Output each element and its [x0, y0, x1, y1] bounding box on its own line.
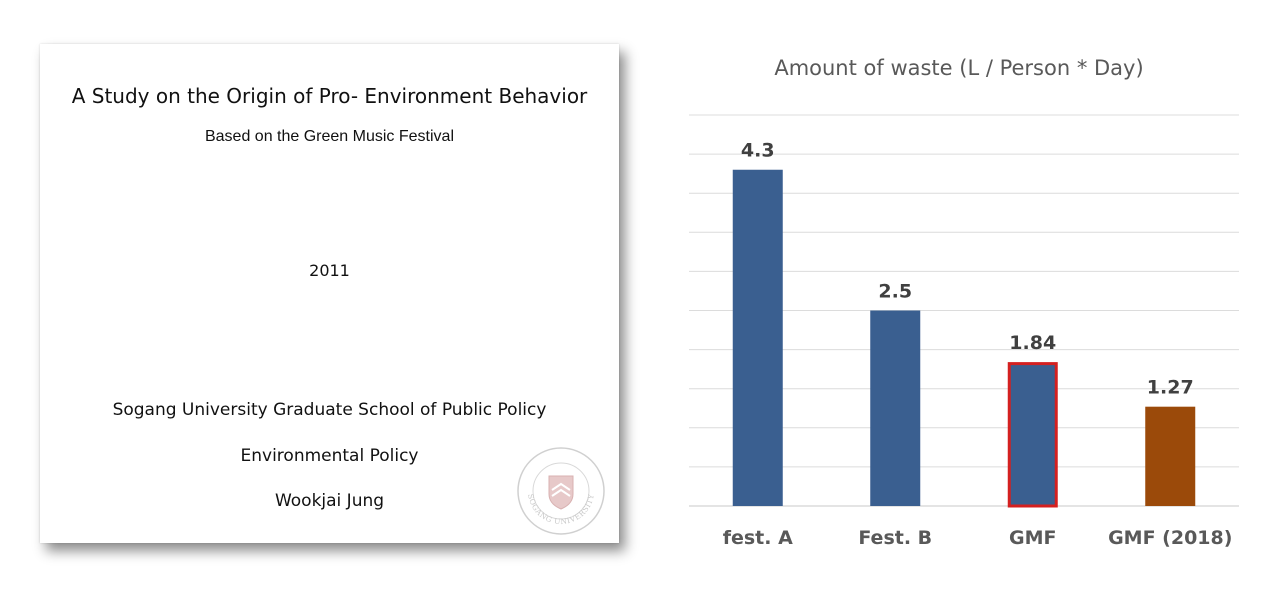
category-label: GMF (2018)	[1108, 527, 1232, 549]
data-label: 1.84	[1009, 332, 1056, 354]
author-name: Wookjai Jung	[274, 491, 385, 511]
chart-category-labels: fest. A Fest. B GMF GMF (2018)	[723, 527, 1233, 549]
university-seal-icon: SOGANG UNIVERSITY	[517, 447, 605, 535]
thesis-subtitle: Based on the Green Music Festival	[204, 128, 454, 145]
category-label: GMF	[1009, 527, 1056, 549]
waste-bar-chart: Amount of waste (L / Person * Day) 4.3 2.…	[689, 56, 1239, 549]
thesis-cover: A Study on the Origin of Pro- Environmen…	[40, 44, 619, 543]
data-label: 2.5	[878, 281, 912, 303]
chart-bars	[732, 169, 1196, 508]
department-name: Environmental Policy	[240, 446, 419, 466]
bar-highlighted	[1007, 362, 1058, 508]
data-label: 1.27	[1147, 377, 1194, 399]
institution-name: Sogang University Graduate School of Pub…	[112, 400, 547, 420]
bar	[1145, 406, 1196, 506]
thesis-title: A Study on the Origin of Pro- Environmen…	[71, 84, 588, 108]
bar	[870, 310, 921, 506]
bar	[732, 169, 783, 507]
category-label: Fest. B	[858, 527, 932, 549]
thesis-year: 2011	[309, 261, 350, 280]
data-label: 4.3	[741, 140, 775, 162]
category-label: fest. A	[723, 527, 793, 549]
chart-title: Amount of waste (L / Person * Day)	[774, 56, 1143, 80]
chart-data-labels: 4.3 2.5 1.84 1.27	[741, 140, 1194, 399]
